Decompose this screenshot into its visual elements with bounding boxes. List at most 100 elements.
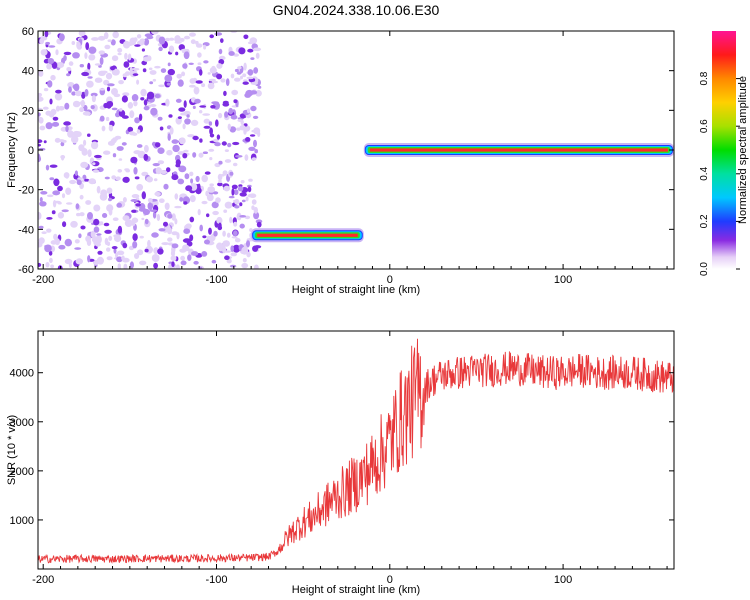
noise-blob xyxy=(93,218,100,226)
noise-blob xyxy=(144,33,153,38)
noise-blob xyxy=(110,39,116,46)
noise-blob xyxy=(233,221,238,227)
noise-blob xyxy=(122,215,130,222)
noise-blob xyxy=(150,107,158,116)
noise-blob xyxy=(214,142,221,147)
noise-blob xyxy=(253,211,260,220)
noise-blob xyxy=(49,257,53,264)
noise-blob xyxy=(241,262,249,269)
noise-blob xyxy=(189,195,196,203)
noise-blob xyxy=(134,176,140,180)
noise-blob xyxy=(189,78,196,84)
noise-blob xyxy=(121,142,127,146)
noise-blob xyxy=(221,141,227,146)
noise-blob xyxy=(218,48,223,55)
noise-blob xyxy=(154,65,161,69)
noise-blob xyxy=(249,193,257,198)
noise-blob xyxy=(143,105,150,111)
noise-blob xyxy=(194,98,201,104)
noise-blob xyxy=(158,36,166,45)
noise-blob xyxy=(177,116,182,119)
noise-blob xyxy=(180,48,189,52)
noise-blob xyxy=(193,260,199,265)
noise-blob xyxy=(114,234,122,243)
noise-blob xyxy=(222,102,230,107)
noise-blob xyxy=(153,262,159,269)
x-tick-label: -200 xyxy=(32,574,54,586)
noise-blob xyxy=(157,248,164,255)
noise-blob xyxy=(54,93,63,101)
noise-blob xyxy=(231,188,235,196)
noise-blob xyxy=(255,52,260,59)
noise-blob xyxy=(127,102,134,109)
noise-blob xyxy=(203,60,209,64)
noise-blob xyxy=(218,160,223,165)
noise-blob xyxy=(130,156,138,164)
noise-blob xyxy=(217,173,223,181)
noise-blob xyxy=(187,134,195,138)
noise-blob xyxy=(228,51,235,56)
noise-blob xyxy=(95,242,101,247)
noise-blob xyxy=(174,193,179,200)
noise-blob xyxy=(213,138,219,143)
noise-blob xyxy=(179,37,185,42)
noise-blob xyxy=(183,100,187,108)
noise-blob xyxy=(127,126,134,133)
noise-blob xyxy=(168,37,175,41)
noise-blob xyxy=(49,177,55,181)
noise-blob xyxy=(68,61,74,66)
noise-blob xyxy=(226,232,231,238)
noise-blob xyxy=(84,52,88,59)
noise-blob xyxy=(58,106,65,111)
noise-blob xyxy=(106,204,114,212)
noise-blob xyxy=(141,48,145,52)
x-tick-label: -100 xyxy=(205,274,227,286)
noise-blob xyxy=(144,248,149,253)
noise-blob xyxy=(247,48,254,53)
noise-blob xyxy=(143,153,149,161)
noise-blob xyxy=(78,233,82,239)
noise-blob xyxy=(52,190,61,196)
noise-blob xyxy=(233,230,238,237)
noise-blob xyxy=(242,258,247,263)
noise-blob xyxy=(144,144,149,153)
noise-blob xyxy=(160,68,167,73)
noise-blob xyxy=(236,71,242,75)
noise-blob xyxy=(76,212,81,217)
noise-blob xyxy=(47,58,55,65)
noise-blob xyxy=(38,112,41,117)
noise-blob xyxy=(225,78,230,86)
noise-blob xyxy=(151,232,159,238)
noise-blob xyxy=(149,81,154,85)
noise-blob xyxy=(220,38,224,43)
noise-blob xyxy=(93,204,101,212)
x-tick-label: 0 xyxy=(387,574,393,586)
noise-blob xyxy=(121,95,128,103)
noise-blob xyxy=(152,78,157,82)
noise-blob xyxy=(163,183,169,190)
spectrogram-y-ticks: 60 40 20 0 -20 -40 -60 xyxy=(18,26,674,276)
noise-blob xyxy=(141,217,145,221)
noise-blob xyxy=(92,169,100,173)
noise-blob xyxy=(229,171,234,176)
noise-blob xyxy=(240,75,243,80)
snr-y-ticks: 1000 2000 3000 4000 xyxy=(10,368,674,527)
noise-blob xyxy=(250,81,258,85)
noise-blob xyxy=(166,149,173,156)
noise-blob xyxy=(96,256,104,265)
noise-blob xyxy=(199,224,203,232)
noise-blob xyxy=(72,84,78,90)
noise-blob xyxy=(222,230,226,237)
noise-blob xyxy=(129,131,136,136)
noise-blob xyxy=(74,90,82,97)
noise-blob xyxy=(208,121,213,126)
noise-blob xyxy=(195,175,200,183)
noise-blob xyxy=(38,143,41,147)
noise-blob xyxy=(67,130,74,138)
noise-blob xyxy=(50,264,54,269)
noise-blob xyxy=(183,149,189,153)
noise-blob xyxy=(203,125,211,129)
noise-blob xyxy=(140,88,147,97)
noise-blob xyxy=(207,72,211,75)
noise-blob xyxy=(211,80,218,84)
